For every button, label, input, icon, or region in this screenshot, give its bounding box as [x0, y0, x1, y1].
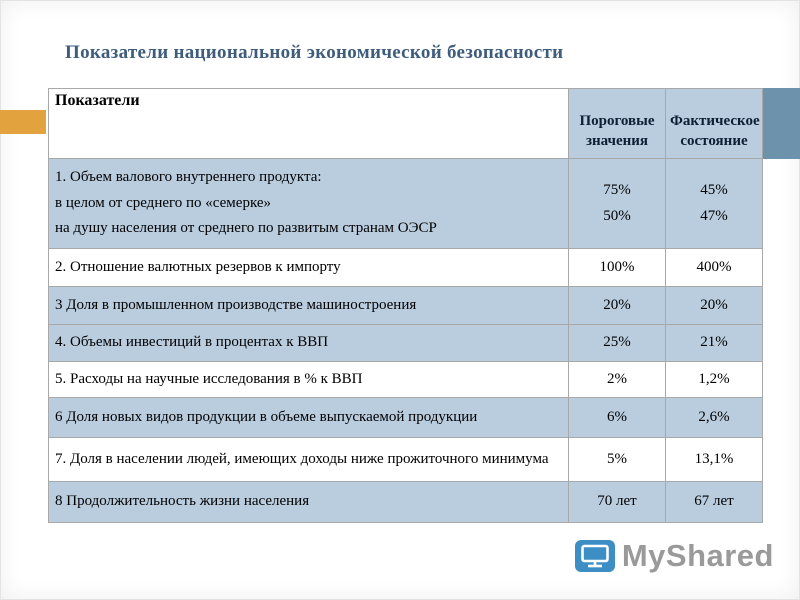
header-actual-state: Фактическое состояние [665, 88, 763, 159]
table-row: 4. Объемы инвестиций в процентах к ВВП 2… [48, 324, 763, 362]
threshold-cell: 75% 50% [568, 158, 666, 249]
indicator-name-cell: 6 Доля новых видов продукции в объеме вы… [48, 397, 569, 438]
actual-cell: 21% [665, 324, 763, 362]
actual-cell: 1,2% [665, 361, 763, 398]
indicator-name-cell: 1. Объем валового внутреннего продукта: … [48, 158, 569, 249]
table-header-row: Показатели Пороговые значения Фактическо… [48, 88, 763, 159]
header-indicators: Показатели [48, 88, 569, 159]
threshold-cell: 25% [568, 324, 666, 362]
threshold-cell: 2% [568, 361, 666, 398]
table-row: 6 Доля новых видов продукции в объеме вы… [48, 397, 763, 438]
indicator-name-cell: 7. Доля в населении людей, имеющих доход… [48, 437, 569, 482]
table-row: 7. Доля в населении людей, имеющих доход… [48, 437, 763, 482]
threshold-cell: 5% [568, 437, 666, 482]
actual-cell: 45% 47% [665, 158, 763, 249]
threshold-cell: 20% [568, 286, 666, 325]
actual-cell: 400% [665, 248, 763, 287]
table-row: 2. Отношение валютных резервов к импорту… [48, 248, 763, 287]
threshold-cell: 6% [568, 397, 666, 438]
table-row: 1. Объем валового внутреннего продукта: … [48, 158, 763, 249]
actual-cell: 2,6% [665, 397, 763, 438]
indicator-name-cell: 8 Продолжительность жизни населения [48, 481, 569, 523]
table-row: 5. Расходы на научные исследования в % к… [48, 361, 763, 398]
indicator-name-cell: 5. Расходы на научные исследования в % к… [48, 361, 569, 398]
indicator-name-cell: 2. Отношение валютных резервов к импорту [48, 248, 569, 287]
indicator-name-cell: 4. Объемы инвестиций в процентах к ВВП [48, 324, 569, 362]
indicators-table: Показатели Пороговые значения Фактическо… [48, 88, 763, 523]
slide-title: Показатели национальной экономической бе… [65, 42, 564, 63]
actual-cell: 13,1% [665, 437, 763, 482]
orange-accent-bar [0, 110, 46, 134]
threshold-cell: 100% [568, 248, 666, 287]
myshared-logo: MyShared [574, 538, 774, 574]
actual-cell: 20% [665, 286, 763, 325]
monitor-icon [574, 540, 615, 572]
threshold-cell: 70 лет [568, 481, 666, 523]
logo-text: MyShared [621, 538, 774, 573]
header-threshold-values: Пороговые значения [568, 88, 666, 159]
table-row: 8 Продолжительность жизни населения 70 л… [48, 481, 763, 523]
blue-accent-bar [762, 88, 800, 159]
table-row: 3 Доля в промышленном производстве машин… [48, 286, 763, 325]
indicator-name-cell: 3 Доля в промышленном производстве машин… [48, 286, 569, 325]
actual-cell: 67 лет [665, 481, 763, 523]
